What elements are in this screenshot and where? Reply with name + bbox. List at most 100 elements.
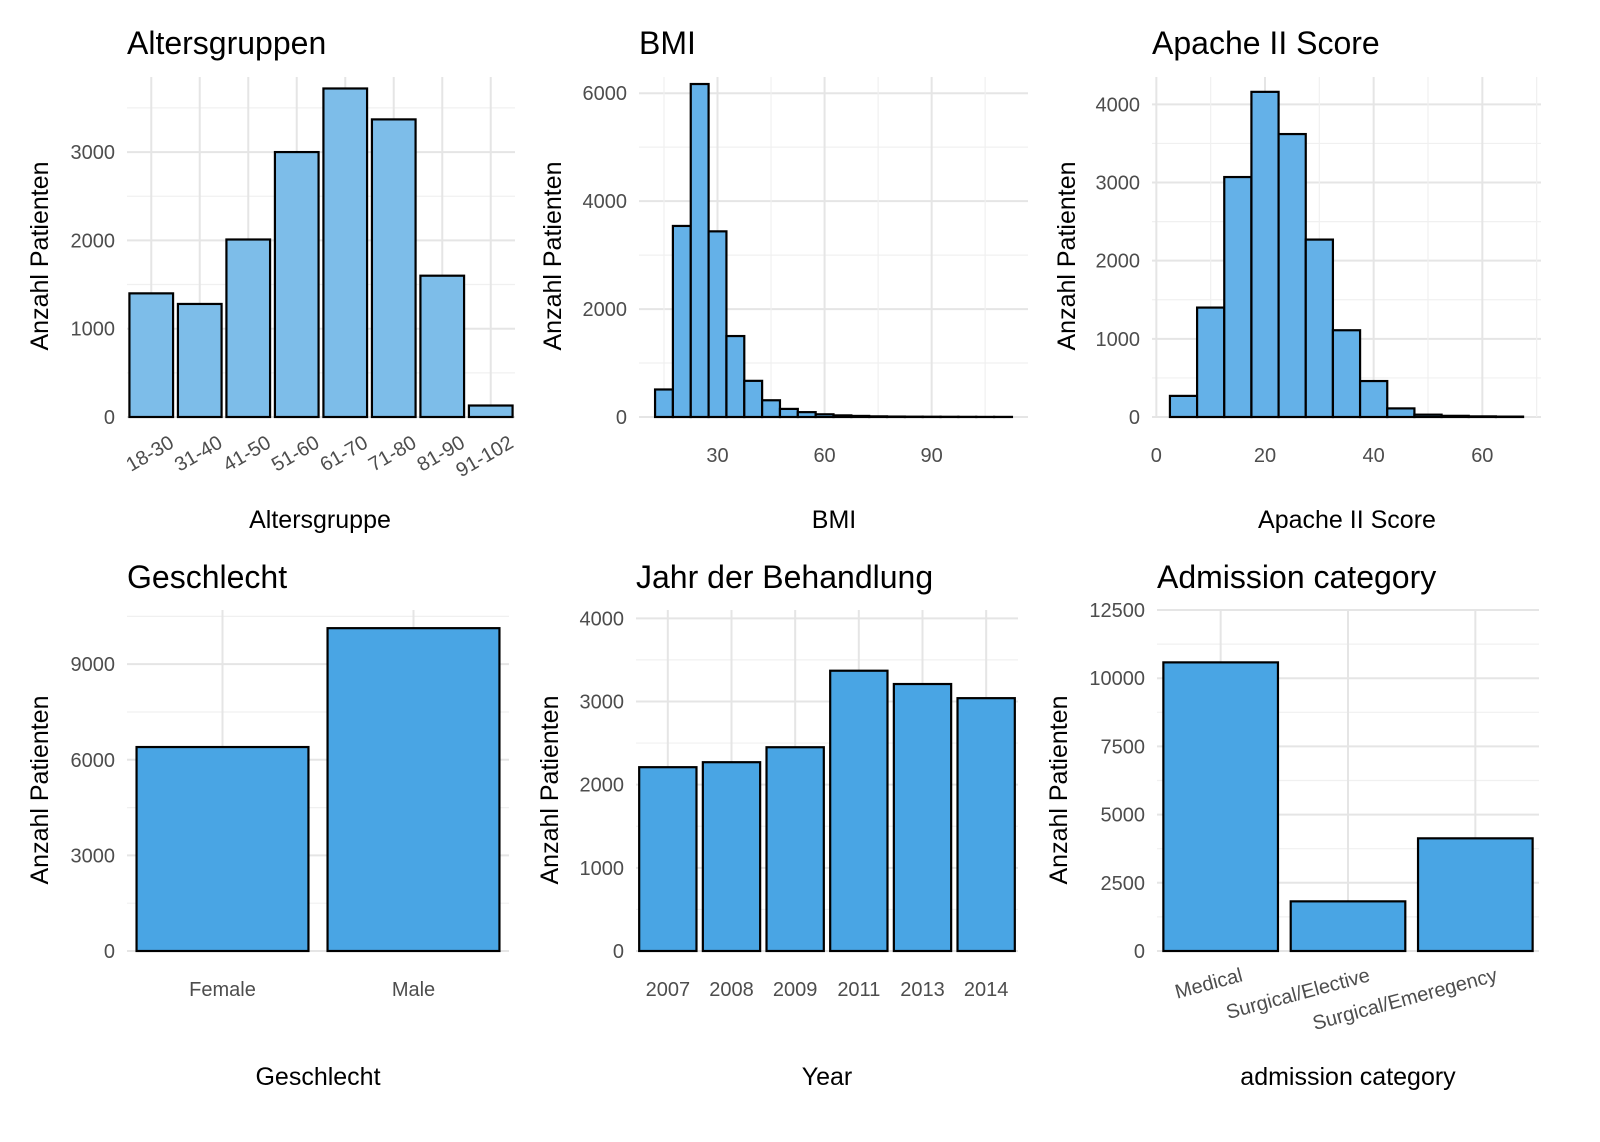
chart-title: Altersgruppen xyxy=(127,25,326,61)
x-axis-title: Year xyxy=(802,1063,853,1091)
y-tick-label: 0 xyxy=(613,941,624,963)
histogram-bar xyxy=(1467,415,1498,419)
y-tick-label: 0 xyxy=(1129,407,1140,429)
y-tick-label: 6000 xyxy=(71,750,116,772)
bar xyxy=(701,761,762,953)
x-axis-title: Geschlecht xyxy=(255,1063,380,1091)
histogram-bar xyxy=(1195,306,1226,419)
y-tick-label: 2000 xyxy=(1096,251,1141,273)
x-tick-label: 90 xyxy=(921,445,943,467)
y-tick-label: 0 xyxy=(104,407,115,429)
histogram-bar xyxy=(707,230,728,419)
histogram-bar xyxy=(1386,407,1416,419)
panel-apache: Apache II Score 0 20 40 60 0 1000 2000 3000 400… xyxy=(1053,25,1541,534)
histogram-bar xyxy=(1223,175,1253,419)
bars xyxy=(653,82,1014,419)
histogram-bar xyxy=(1331,329,1362,419)
y-tick-label: 3000 xyxy=(580,691,625,713)
bar xyxy=(467,404,514,419)
x-tick-label: 60 xyxy=(1471,445,1493,467)
y-axis-title: Anzahl Patienten xyxy=(539,161,567,350)
histogram-bar xyxy=(1304,238,1335,419)
x-tick-label: 2008 xyxy=(709,979,754,1001)
histogram-bar xyxy=(814,413,835,419)
bar xyxy=(1162,661,1280,953)
bar xyxy=(225,238,272,419)
y-axis-title: Anzahl Patienten xyxy=(536,695,564,884)
y-tick-label: 12500 xyxy=(1089,600,1145,622)
y-axis-title: Anzahl Patienten xyxy=(26,695,54,884)
y-tick-label: 3000 xyxy=(71,845,116,867)
panel-bmi: BMI 30 60 90 0 2000 4000 6000 BMI Anzahl Pati… xyxy=(539,25,1028,534)
histogram-bar xyxy=(850,414,871,419)
bar xyxy=(638,766,698,953)
histogram-bar xyxy=(1250,90,1280,419)
bar xyxy=(135,745,310,953)
x-tick-labels: Female Male xyxy=(189,979,435,1001)
y-tick-label: 2500 xyxy=(1101,873,1146,895)
panel-geschlecht: Geschlecht Female Male 0 3000 6000 9000 Gesc… xyxy=(26,559,509,1091)
histogram-bar xyxy=(1168,394,1199,419)
histogram-bar xyxy=(1440,414,1470,419)
chart-title: BMI xyxy=(639,25,696,61)
bar xyxy=(322,87,369,419)
histogram-bar xyxy=(796,411,817,419)
y-tick-label: 3000 xyxy=(1096,173,1141,195)
bar xyxy=(765,746,825,953)
histogram-bar xyxy=(1277,132,1307,419)
y-tick-label: 4000 xyxy=(1096,94,1141,116)
bar xyxy=(892,682,953,953)
y-axis-title: Anzahl Patienten xyxy=(1045,695,1073,884)
y-axis-title: Anzahl Patienten xyxy=(26,161,54,350)
x-tick-label: 0 xyxy=(1151,445,1162,467)
y-tick-label: 0 xyxy=(1134,941,1145,963)
histogram-bar xyxy=(725,334,746,419)
histogram-bar xyxy=(1358,379,1389,419)
chart-title: Admission category xyxy=(1157,559,1436,595)
y-tick-labels: 0 2500 5000 7500 10000 12500 xyxy=(1089,600,1145,963)
histogram-bar xyxy=(868,415,889,419)
histogram-bar xyxy=(689,82,710,419)
chart-title: Geschlecht xyxy=(127,559,287,595)
x-tick-label: Male xyxy=(392,979,435,1001)
bar xyxy=(829,669,889,953)
bar xyxy=(1416,837,1534,953)
histogram-bar xyxy=(671,224,692,419)
bars xyxy=(1168,90,1525,419)
bar xyxy=(370,118,417,419)
histogram-bar xyxy=(832,414,853,419)
y-tick-label: 2000 xyxy=(580,775,625,797)
histogram-bar xyxy=(743,379,764,419)
x-tick-label: 20 xyxy=(1254,445,1276,467)
y-tick-label: 3000 xyxy=(71,142,116,164)
y-tick-label: 5000 xyxy=(1101,805,1146,827)
x-tick-label: 30 xyxy=(706,445,728,467)
x-tick-labels: 30 60 90 xyxy=(706,445,942,467)
x-tick-label: 2013 xyxy=(900,979,945,1001)
x-axis-title: Apache II Score xyxy=(1258,506,1436,534)
histogram-bar xyxy=(761,399,782,419)
y-tick-label: 2000 xyxy=(71,230,116,252)
x-tick-label: Female xyxy=(189,979,256,1001)
y-tick-label: 1000 xyxy=(580,858,625,880)
x-axis-title: admission category xyxy=(1240,1063,1456,1091)
y-tick-label: 6000 xyxy=(583,83,628,105)
chart-title: Apache II Score xyxy=(1152,25,1380,61)
x-tick-labels: 2007 2008 2009 2011 2013 2014 xyxy=(646,979,1009,1001)
bar xyxy=(273,150,320,419)
chart-title: Jahr der Behandlung xyxy=(636,559,933,595)
bar xyxy=(1289,900,1407,953)
bar xyxy=(419,274,466,419)
bars xyxy=(135,627,501,953)
histogram-bar xyxy=(653,388,675,419)
bars xyxy=(1162,661,1534,953)
x-tick-label: 2007 xyxy=(646,979,691,1001)
bar xyxy=(326,627,501,953)
x-tick-label: 2011 xyxy=(837,979,880,1001)
y-tick-labels: 0 2000 4000 6000 xyxy=(583,83,628,429)
y-tick-label: 1000 xyxy=(1096,329,1141,351)
panel-jahr: Jahr der Behandlung 2007 2008 2009 2011 2013… xyxy=(536,559,1018,1091)
x-tick-label: 60 xyxy=(813,445,835,467)
y-tick-label: 7500 xyxy=(1101,736,1146,758)
